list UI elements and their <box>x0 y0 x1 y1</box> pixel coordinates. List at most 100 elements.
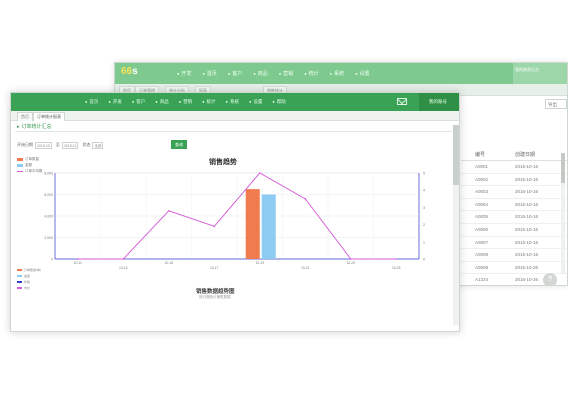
back-table-header: 编号 创建日期 <box>461 149 567 161</box>
front-menu-item[interactable]: 客户 <box>132 93 145 111</box>
legend-label: 订单数量(单) <box>24 268 41 272</box>
legend-label: 金额 <box>25 162 32 167</box>
y-left-tick-label: 2,000 <box>44 236 53 240</box>
query-button[interactable]: 查询 <box>171 140 187 149</box>
legend-swatch <box>17 275 22 277</box>
avg-line-point <box>76 258 79 260</box>
cell-date: 2015-10-16 <box>515 176 539 182</box>
cell-id: A0007 <box>475 239 489 245</box>
table-row[interactable]: A0003 2015-10-16 <box>461 186 567 199</box>
start-date-input[interactable]: 2015-10 <box>35 141 52 149</box>
table-row[interactable]: A0006 2015-10-16 <box>461 224 567 237</box>
cell-date: 2015-10-16 <box>515 239 539 245</box>
back-menu: 开发 首页 客户 商品 营销 统计 系统 设置 <box>177 63 381 84</box>
back-col-header[interactable]: 编号 <box>475 152 486 158</box>
front-scrollbar[interactable] <box>453 125 459 325</box>
back-menu-item[interactable]: 首页 <box>202 63 217 84</box>
cell-id: A0003 <box>475 189 489 195</box>
legend-label: 金额 <box>24 274 31 278</box>
front-scroll-thumb[interactable] <box>453 125 459 185</box>
y-right-tick-label: 2 <box>423 223 425 227</box>
sales-chart: 8,000 6,000 4,000 2,000 0 5 4 3 2 1 0 10-11 10-13 10-… <box>44 172 425 271</box>
front-menu-item[interactable]: 设置 <box>249 93 262 111</box>
y-right-tick-label: 0 <box>423 258 425 262</box>
start-date-label: 开始日期 <box>17 142 33 147</box>
legend-item[interactable]: 均价 <box>17 285 41 291</box>
back-menu-item[interactable]: 统计 <box>304 63 319 84</box>
cell-date: 2015-10-16 <box>515 201 539 207</box>
front-menu-item[interactable]: 首页 <box>85 93 98 111</box>
front-menu-item[interactable]: 系统 <box>226 93 239 111</box>
back-menu-item[interactable]: 设置 <box>355 63 369 84</box>
table-row[interactable]: A0009 2015-10-26 <box>461 262 567 275</box>
front-menu-item[interactable]: 开发 <box>108 93 122 111</box>
x-tick-label: 10-15 <box>165 261 174 265</box>
table-row[interactable]: A0004 2015-10-16 <box>461 199 567 212</box>
secondary-chart-subtitle: 按日期统计销售数据 <box>199 295 231 299</box>
legend-item[interactable]: 订单平均数 <box>17 168 43 174</box>
y-left-tick-label: 6,000 <box>44 193 53 197</box>
legend-swatch <box>17 281 22 283</box>
cell-id: A0005 <box>475 214 489 220</box>
back-col-header[interactable]: 创建日期 <box>515 152 536 158</box>
legend-item[interactable]: 订单数量(单) <box>17 267 41 273</box>
table-row[interactable]: A0002 2015-10-16 <box>461 174 567 187</box>
secondary-chart-title: 销售数据趋势图 <box>196 289 235 295</box>
cell-date: 2015-10-16 <box>515 164 539 169</box>
cell-date: 2015-10-26 <box>515 264 539 270</box>
legend-swatch <box>17 170 23 172</box>
back-menu-item[interactable]: 营销 <box>279 63 293 84</box>
avg-line-point <box>395 258 398 260</box>
front-window: 首页 开发 客户 商品 营销 统计 系统 设置 帮助 我的账号 首页 订单统计报… <box>10 92 460 332</box>
back-menu-item[interactable]: 商品 <box>253 63 268 84</box>
legend-swatch <box>17 287 22 289</box>
table-row[interactable]: A1224 2015-10-26 <box>461 274 567 285</box>
cell-id: A0006 <box>475 226 489 232</box>
table-row[interactable]: A0005 2015-10-16 <box>461 211 567 224</box>
front-user-menu[interactable]: 我的账号 <box>419 93 459 111</box>
avg-line-point <box>167 210 170 212</box>
front-tab-home[interactable]: 首页 <box>17 112 33 121</box>
cell-date: 2015-10-16 <box>515 226 539 232</box>
help-float-button[interactable]: ? <box>543 273 557 285</box>
chart-legend: 订单数量 金额 订单平均数 <box>17 156 43 174</box>
back-menu-item[interactable]: 开发 <box>177 63 191 84</box>
chart-title: 销售趋势 <box>209 159 237 166</box>
legend-swatch <box>17 269 22 271</box>
legend-swatch <box>17 157 23 161</box>
table-row[interactable]: A0001 2015-10-16 <box>461 161 567 174</box>
front-tab-report[interactable]: 订单统计报表 <box>33 112 65 121</box>
front-menu: 首页 开发 客户 商品 营销 统计 系统 设置 帮助 <box>85 93 296 111</box>
legend-label: 订单数量 <box>25 156 39 161</box>
back-logo-mark: 66 <box>121 66 133 77</box>
back-logo: 66s <box>121 66 143 80</box>
secondary-legend: 订单数量(单) 金额 件数 均价 <box>17 267 41 291</box>
front-menu-item[interactable]: 营销 <box>179 93 192 111</box>
back-export-button[interactable]: 导出 <box>545 99 567 109</box>
back-menu-item[interactable]: 系统 <box>330 63 344 84</box>
legend-item[interactable]: 金额 <box>17 162 43 168</box>
mail-icon[interactable] <box>397 98 407 105</box>
back-scroll-thumb[interactable] <box>561 153 565 183</box>
back-user-area[interactable]: 我的商家后台 <box>513 63 567 84</box>
front-menu-item[interactable]: 统计 <box>202 93 216 111</box>
legend-item[interactable]: 件数 <box>17 279 41 285</box>
legend-item[interactable]: 订单数量 <box>17 156 43 162</box>
x-tick-label: 10-13 <box>119 266 128 270</box>
filter-bar: 开始日期 2015-10 至 2015-11 状态 全部 <box>17 141 107 149</box>
table-row[interactable]: A0008 2015-10-16 <box>461 249 567 262</box>
legend-item[interactable]: 金额 <box>17 273 41 279</box>
back-menu-item[interactable]: 客户 <box>228 63 242 84</box>
status-label: 状态 <box>82 142 91 147</box>
front-menu-item[interactable]: 商品 <box>155 93 169 111</box>
legend-label: 订单平均数 <box>25 168 43 173</box>
end-date-label: 至 <box>55 142 60 147</box>
legend-swatch <box>17 163 23 167</box>
back-scrollbar[interactable] <box>561 153 565 273</box>
end-date-input[interactable]: 2015-11 <box>61 141 79 149</box>
back-logo-suffix: s <box>132 66 138 77</box>
status-select[interactable]: 全部 <box>92 141 104 149</box>
table-row[interactable]: A0007 2015-10-16 <box>461 237 567 250</box>
front-menu-item[interactable]: 帮助 <box>272 93 286 111</box>
y-right-tick-label: 4 <box>423 189 425 193</box>
